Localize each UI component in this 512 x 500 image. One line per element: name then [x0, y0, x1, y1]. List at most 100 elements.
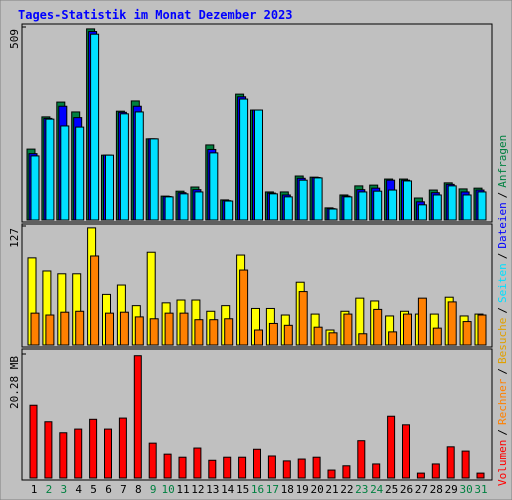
x-tick-label: 6: [105, 483, 112, 496]
bar: [134, 316, 144, 346]
legend-entry: Rechner: [496, 378, 509, 425]
bar: [283, 196, 293, 221]
bar: [343, 196, 353, 221]
bar: [193, 447, 202, 479]
legend-separator: /: [496, 253, 509, 260]
x-tick-label: 25: [385, 483, 398, 496]
bar: [477, 191, 487, 221]
bar: [238, 456, 247, 479]
bar: [477, 314, 487, 346]
bar: [163, 453, 172, 479]
x-tick-label: 8: [135, 483, 142, 496]
bar: [45, 118, 55, 221]
bar: [253, 448, 261, 479]
x-tick-label: 26: [400, 483, 413, 496]
x-tick-label: 10: [161, 483, 174, 496]
x-tick-label: 9: [150, 483, 157, 496]
bar: [312, 456, 321, 479]
x-tick-label: 15: [236, 483, 249, 496]
bar: [164, 196, 174, 221]
bar: [268, 193, 278, 221]
bar: [59, 432, 68, 479]
bar: [194, 191, 204, 221]
bar: [328, 332, 338, 346]
bar: [343, 313, 353, 346]
bar: [297, 458, 306, 479]
bar: [461, 450, 470, 479]
bar: [431, 463, 440, 479]
y-tick-label: 127: [8, 228, 21, 248]
x-tick-label: 2: [46, 483, 53, 496]
bar: [387, 415, 396, 479]
x-tick-label: 21: [325, 483, 338, 496]
bar: [90, 255, 100, 346]
bar: [358, 191, 368, 221]
bar: [224, 318, 234, 346]
bar: [342, 465, 351, 479]
bar: [209, 319, 219, 346]
bar: [104, 428, 112, 479]
bar: [178, 456, 187, 479]
legend-entry: Anfragen: [496, 135, 509, 188]
bar: [44, 421, 53, 479]
bar: [432, 194, 442, 221]
bar: [447, 301, 457, 346]
bar: [90, 33, 100, 221]
bar: [239, 269, 249, 346]
bar: [403, 313, 412, 346]
bar: [462, 194, 472, 221]
legend-entry: Volumen: [496, 440, 509, 486]
x-tick-label: 5: [90, 483, 97, 496]
x-tick-label: 19: [296, 483, 309, 496]
bar: [254, 329, 263, 346]
bar: [118, 417, 127, 479]
legend-separator: /: [496, 368, 509, 375]
bar: [194, 319, 204, 346]
bar: [134, 111, 144, 221]
bar: [119, 311, 129, 346]
bar: [223, 456, 232, 479]
x-tick-label: 7: [120, 483, 127, 496]
bar: [105, 312, 114, 346]
bar: [254, 109, 263, 221]
bar: [74, 428, 83, 479]
x-tick-label: 23: [355, 483, 368, 496]
bar: [75, 310, 85, 346]
bar: [328, 208, 338, 221]
bar: [462, 321, 472, 346]
bar: [357, 440, 366, 479]
bar: [373, 190, 383, 221]
x-tick-label: 17: [266, 483, 279, 496]
x-tick-label: 29: [445, 483, 458, 496]
bar: [60, 125, 70, 221]
x-tick-label: 22: [340, 483, 353, 496]
bar: [282, 460, 291, 479]
x-tick-label: 12: [191, 483, 204, 496]
legend-separator: /: [496, 429, 509, 436]
bar: [209, 152, 219, 221]
x-tick-label: 14: [221, 483, 235, 496]
bar: [267, 455, 276, 479]
x-tick-label: 24: [370, 483, 384, 496]
x-tick-label: 3: [60, 483, 67, 496]
bar: [149, 318, 159, 346]
x-tick-label: 1: [31, 483, 38, 496]
bar: [432, 327, 442, 346]
bar: [417, 204, 427, 221]
legend-separator: /: [496, 192, 509, 199]
bar: [373, 308, 383, 346]
bar: [133, 355, 142, 479]
bar: [119, 113, 129, 221]
bar: [417, 297, 427, 346]
x-tick-label: 28: [430, 483, 443, 496]
x-tick-label: 27: [415, 483, 428, 496]
bar: [164, 312, 174, 346]
bar: [179, 312, 189, 346]
bar: [298, 291, 308, 346]
bar: [388, 189, 398, 221]
x-tick-label: 4: [75, 483, 82, 496]
bar: [446, 446, 455, 479]
bar: [476, 472, 485, 479]
bar: [358, 333, 368, 346]
bar: [208, 459, 217, 479]
